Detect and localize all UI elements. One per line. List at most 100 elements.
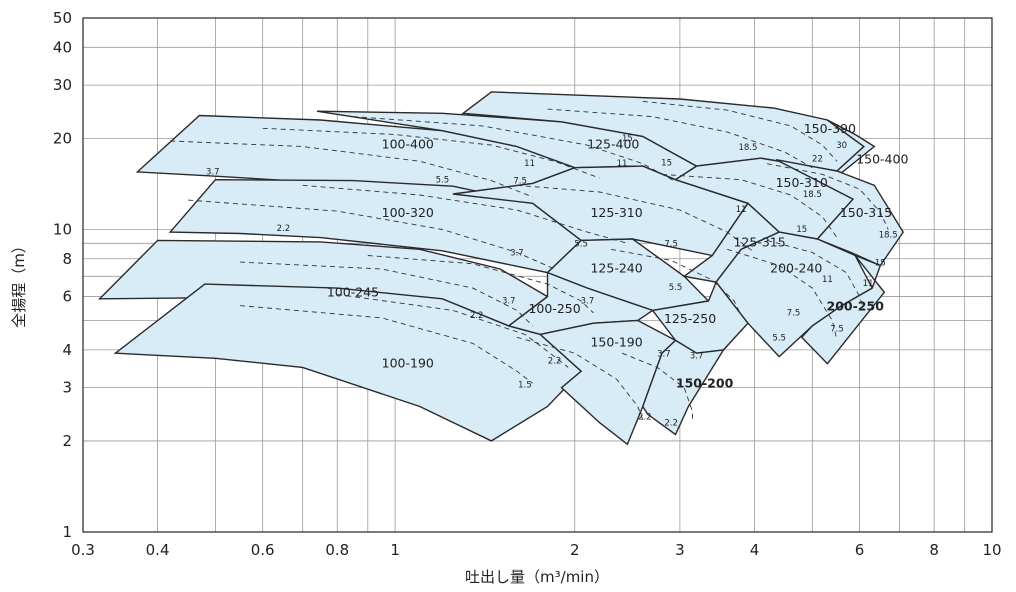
- kw-label-20: 11: [822, 275, 833, 285]
- kw-label-27: 2.2: [470, 311, 484, 321]
- pump-regions: [98, 91, 905, 446]
- kw-label-24: 5.5: [772, 333, 786, 343]
- x-tick-10: 10: [982, 541, 1001, 559]
- motor-curve-10: [767, 163, 889, 230]
- motor-power-curves: [170, 100, 889, 423]
- kw-label-28: 3.7: [581, 296, 595, 306]
- motor-curve-4: [547, 108, 813, 169]
- kw-label-31: 3.7: [657, 350, 671, 360]
- motor-curve-13: [766, 239, 865, 311]
- motor-curve-18: [516, 336, 644, 420]
- kw-label-26: 3.7: [502, 296, 516, 306]
- y-tick-8: 8: [62, 250, 72, 268]
- kw-label-15: 11: [736, 205, 747, 215]
- motor-curve-6: [188, 199, 555, 270]
- region-200-250: [800, 253, 886, 365]
- model-label-125-400: 125-400: [587, 137, 639, 152]
- y-tick-30: 30: [53, 76, 72, 94]
- x-tick-0-3: 0.3: [71, 541, 95, 559]
- kw-label-32: 3.7: [690, 351, 704, 361]
- kw-label-16: 15: [796, 225, 807, 235]
- model-label-125-250: 125-250: [664, 311, 716, 326]
- kw-label-18: 18.5: [879, 231, 898, 241]
- x-tick-1: 1: [390, 541, 400, 559]
- kw-label-6: 15: [661, 158, 672, 168]
- motor-curve-8: [516, 184, 755, 253]
- y-tick-10: 10: [53, 220, 72, 238]
- kw-label-13: 5.5: [574, 239, 588, 249]
- kw-label-14: 7.5: [664, 239, 678, 249]
- model-label-150-390: 150-390: [804, 121, 856, 136]
- model-label-100-320: 100-320: [382, 205, 434, 220]
- kw-label-1: 3.7: [206, 167, 220, 177]
- model-label-125-240: 125-240: [590, 261, 642, 276]
- kw-label-8: 18.5: [738, 143, 757, 153]
- model-label-100-190: 100-190: [382, 355, 434, 370]
- plot-frame: [82, 17, 993, 533]
- model-label-200-240: 200-240: [770, 261, 822, 276]
- kw-label-17: 18.5: [803, 190, 822, 200]
- x-tick-6: 6: [855, 541, 865, 559]
- x-tick-0-8: 0.8: [325, 541, 349, 559]
- kw-label-4: 11: [524, 159, 535, 169]
- y-tick-1: 1: [62, 523, 72, 541]
- kw-label-21: 11: [863, 279, 874, 289]
- kw-label-7: 15: [622, 134, 633, 144]
- model-label-150-400: 150-400: [856, 152, 908, 167]
- model-label-125-315: 125-315: [733, 234, 785, 249]
- kw-label-12: 3.7: [510, 249, 524, 259]
- y-axis-tick-labels: 1 2 3 4 6 8 10 20 30 40 50: [53, 9, 72, 541]
- y-tick-2: 2: [62, 432, 72, 450]
- x-tick-4: 4: [750, 541, 760, 559]
- kw-label-23: 7.5: [787, 308, 801, 318]
- pump-model-labels: 100-400 125-400 150-390 150-400 100-320 125-3…: [327, 121, 909, 390]
- y-tick-20: 20: [53, 129, 72, 147]
- motor-curve-5: [642, 100, 838, 162]
- x-tick-8: 8: [929, 541, 939, 559]
- y-tick-4: 4: [62, 341, 72, 359]
- x-tick-0-6: 0.6: [251, 541, 275, 559]
- kw-label-10: 30: [836, 141, 847, 151]
- model-label-150-200: 150-200: [676, 376, 734, 391]
- kw-label-2: 5.5: [436, 175, 450, 185]
- model-label-100-400: 100-400: [382, 137, 434, 152]
- y-tick-50: 50: [53, 9, 72, 27]
- kw-label-19: 15: [875, 259, 886, 269]
- x-axis-tick-labels: 0.3 0.4 0.6 0.8 1 2 3 4 6 8 10: [71, 541, 1001, 559]
- y-tick-6: 6: [62, 288, 72, 306]
- model-label-100-250: 100-250: [528, 301, 580, 316]
- y-tick-40: 40: [53, 38, 72, 56]
- motor-curve-2: [262, 127, 600, 179]
- x-tick-3: 3: [675, 541, 685, 559]
- kw-label-5: 11: [617, 159, 628, 169]
- motor-curve-17: [337, 293, 569, 368]
- kw-label-30: 1.5: [518, 381, 532, 391]
- model-label-100-245: 100-245: [327, 285, 379, 300]
- x-axis-title: 吐出し量（m³/min）: [465, 568, 609, 586]
- y-axis-title: 全揚程（m）: [10, 238, 28, 328]
- kw-label-11: 2.2: [277, 224, 291, 234]
- model-label-150-310: 150-310: [776, 175, 828, 190]
- motor-curve-15: [367, 255, 594, 314]
- model-label-125-310: 125-310: [590, 205, 642, 220]
- model-label-150-315: 150-315: [840, 205, 892, 220]
- motor-curve-16: [240, 305, 533, 384]
- kw-label-9: 22: [812, 154, 823, 164]
- motor-curve-14: [240, 261, 534, 327]
- kw-label-25: 7.5: [830, 324, 844, 334]
- motor-curve-3: [352, 116, 676, 182]
- kw-label-3: 7.5: [513, 176, 527, 186]
- kw-label-22: 5.5: [669, 283, 683, 293]
- model-label-150-190: 150-190: [590, 335, 642, 350]
- x-tick-0-4: 0.4: [146, 541, 170, 559]
- kw-label-29: 2.2: [548, 357, 562, 367]
- motor-curve-11: [610, 248, 742, 316]
- kw-label-33: 2.2: [638, 413, 652, 423]
- motor-curve-12: [727, 248, 838, 341]
- x-tick-2: 2: [570, 541, 580, 559]
- region-150-200: [642, 339, 725, 436]
- motor-curve-19: [621, 352, 693, 423]
